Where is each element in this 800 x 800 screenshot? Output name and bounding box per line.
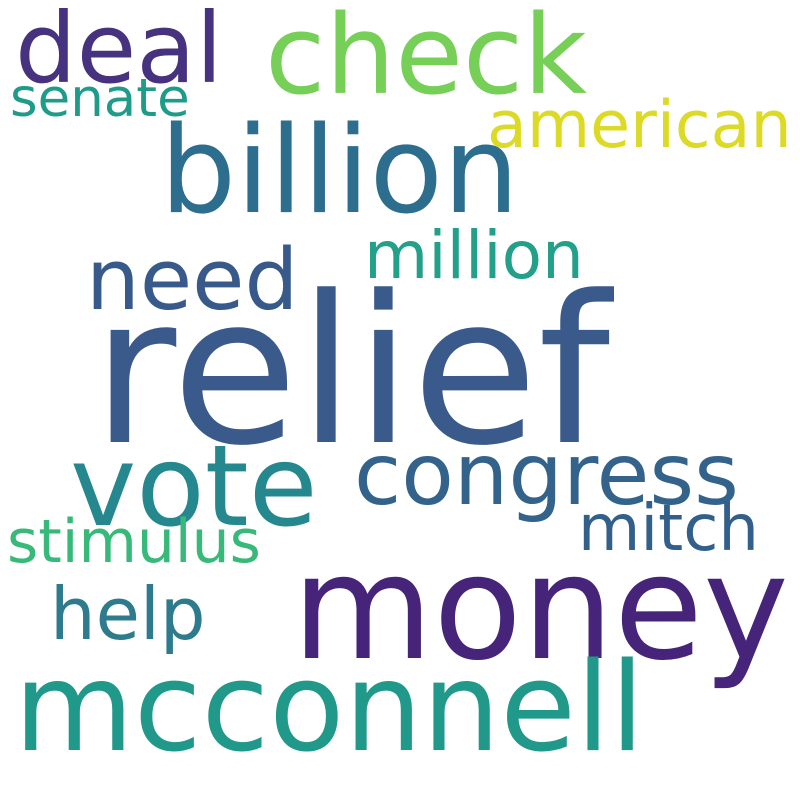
word-billion: billion [160, 102, 520, 241]
word-help: help [50, 572, 206, 656]
word-money: money [292, 524, 789, 693]
word-million: million [364, 217, 584, 294]
word-mitch: mitch [578, 492, 759, 566]
word-senate: senate [10, 68, 190, 129]
word-deal: deal [15, 0, 223, 105]
word-american: american [487, 88, 792, 163]
word-need: need [86, 231, 299, 330]
word-congress: congress [354, 425, 739, 525]
word-check: check [265, 0, 588, 119]
word-vote: vote [70, 422, 318, 552]
word-mcconnell: mcconnell [14, 637, 645, 780]
word-stimulus: stimulus [7, 507, 261, 577]
word-relief: relief [92, 253, 611, 491]
